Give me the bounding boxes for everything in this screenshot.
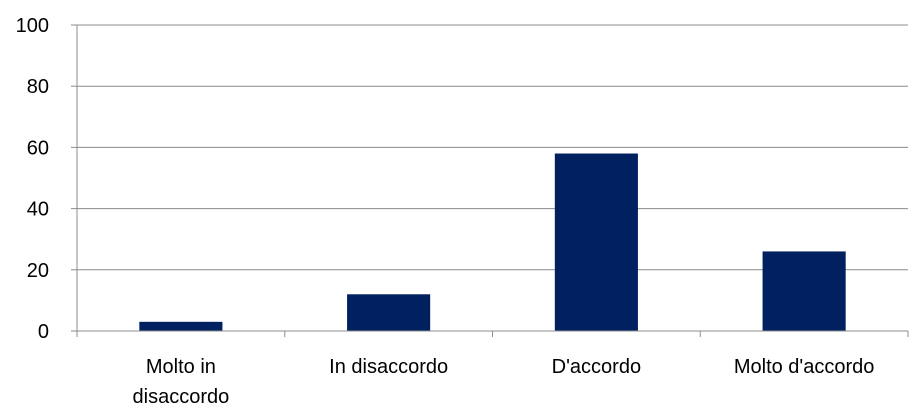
bars [139, 153, 846, 331]
y-tick-label: 60 [27, 137, 49, 159]
bar-d-accordo [554, 153, 638, 331]
y-tick-label: 80 [27, 76, 49, 98]
y-tick-label: 100 [16, 15, 49, 37]
x-category-label: Molto in [146, 356, 216, 378]
bar-molto-in-disaccordo [139, 321, 223, 331]
x-category-label: Molto d'accordo [734, 356, 875, 378]
x-category-label: D'accordo [552, 356, 641, 378]
x-category-label: In disaccordo [329, 356, 448, 378]
bar-molto-d-accordo [762, 251, 846, 331]
y-tick-label: 20 [27, 260, 49, 282]
labels: 0 20 40 60 80 100 Molto in disaccordo In disacco… [16, 15, 875, 408]
axes [71, 24, 909, 337]
y-tick-label: 0 [38, 321, 49, 343]
bar-in-disaccordo [347, 294, 431, 331]
x-category-label: disaccordo [133, 386, 230, 408]
y-tick-label: 40 [27, 199, 49, 221]
gridlines [77, 24, 908, 271]
